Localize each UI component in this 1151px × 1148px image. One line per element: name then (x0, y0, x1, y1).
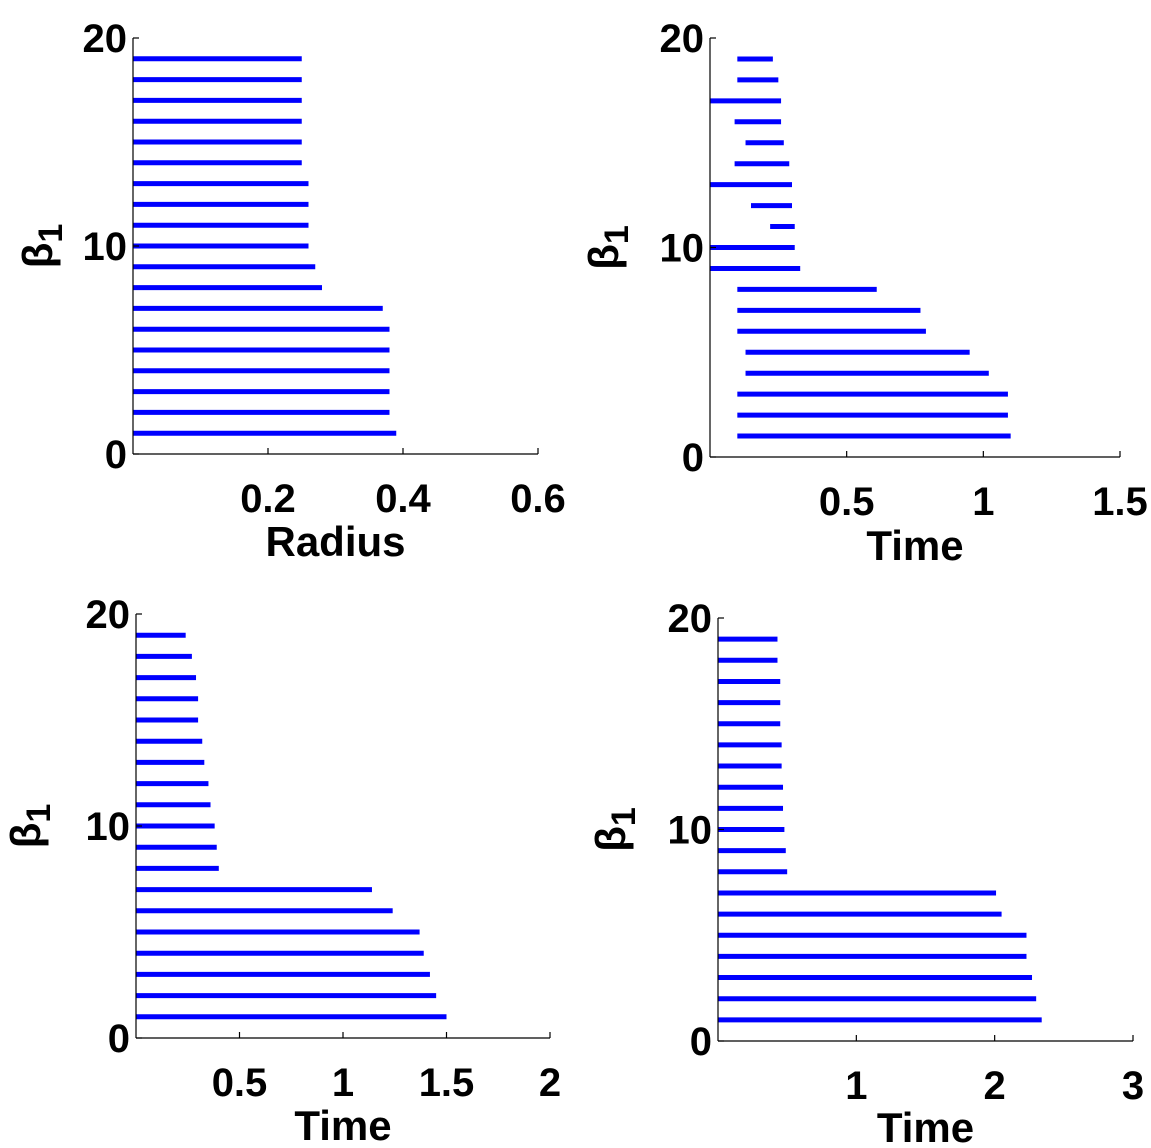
x-axis-label: Time (866, 522, 963, 569)
panel-radius: 0.2 0.4 0.6 0 10 20 Radius β1 (14, 17, 566, 565)
x-tick-label: 1 (845, 1064, 867, 1108)
x-axis-label: Time (877, 1104, 974, 1148)
y-tick-label: 0 (105, 433, 127, 477)
y-axis-label-subscript: 1 (598, 225, 636, 244)
y-tick-label: 10 (86, 805, 131, 849)
x-tick-label: 1.5 (419, 1061, 475, 1105)
x-axis-label: Radius (265, 518, 405, 565)
y-axis-label-symbol: β (580, 244, 627, 270)
x-axis-label: Time (294, 1102, 391, 1148)
y-tick-label: 20 (660, 17, 705, 61)
y-axis-label-symbol: β (14, 243, 61, 269)
y-tick-label: 10 (668, 809, 713, 853)
x-tick-label: 0.2 (240, 477, 296, 521)
y-tick-label: 20 (668, 597, 713, 641)
y-axis-label: β1 (14, 224, 70, 269)
x-tick-label: 1 (332, 1061, 354, 1105)
x-tick-label: 3 (1122, 1064, 1144, 1108)
y-tick-label: 0 (690, 1020, 712, 1064)
x-tick-label: 2 (984, 1064, 1006, 1108)
x-tick-label: 1.5 (1092, 480, 1148, 524)
x-tick-label: 2 (539, 1061, 561, 1105)
y-tick-label: 10 (660, 227, 705, 271)
x-tick-label: 0.5 (819, 480, 875, 524)
y-axis-label: β1 (580, 225, 636, 270)
y-tick-label: 10 (83, 225, 128, 269)
y-axis-label: β1 (2, 804, 58, 849)
y-tick-label: 20 (86, 593, 131, 637)
y-tick-label: 0 (682, 436, 704, 480)
y-axis-label-subscript: 1 (20, 804, 58, 823)
y-axis-label-symbol: β (2, 823, 49, 849)
x-tick-label: 0.6 (510, 477, 566, 521)
y-axis-label-subscript: 1 (32, 224, 70, 243)
x-tick-label: 0.4 (375, 477, 431, 521)
x-tick-label: 0.5 (212, 1061, 268, 1105)
y-axis-label-symbol: β (587, 826, 634, 852)
y-tick-label: 0 (108, 1017, 130, 1061)
y-tick-label: 20 (83, 17, 128, 61)
x-tick-label: 1 (972, 480, 994, 524)
y-axis-label-subscript: 1 (605, 807, 643, 826)
y-axis-label: β1 (587, 807, 643, 852)
